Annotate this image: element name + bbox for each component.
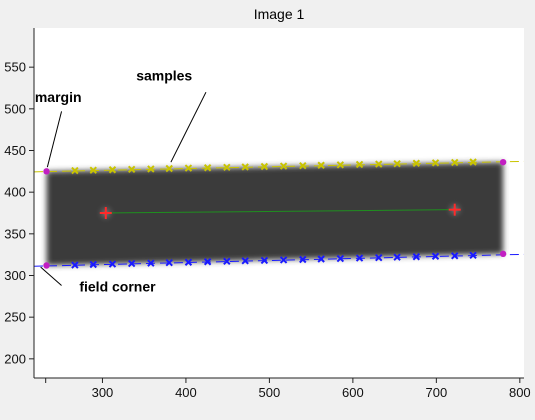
sample-marker-0-21 [469,158,477,166]
sample-marker-0-15 [355,160,364,169]
y-tick-label-300: 300 [4,268,26,283]
corner-marker-2 [499,250,507,258]
sample-marker-0-17 [393,159,401,168]
sample-marker-1-4 [147,259,155,267]
sample-marker-1-7 [203,258,212,266]
chart-title: Image 1 [254,6,305,22]
center-marker-1 [448,203,461,216]
x-tick-label-400: 400 [175,385,197,400]
corner-marker-1 [499,158,507,166]
y-tick-label-450: 450 [4,143,26,158]
sample-marker-0-4 [147,165,155,173]
y-tick-label-500: 500 [4,101,26,116]
sample-marker-0-20 [451,158,459,167]
sample-marker-0-18 [412,159,421,167]
sample-marker-1-11 [279,256,288,264]
sample-marker-1-16 [375,253,383,262]
sample-marker-0-1 [89,166,97,174]
center-marker-0 [99,207,112,219]
sample-marker-0-9 [241,163,249,171]
x-tick-label-700: 700 [425,385,447,400]
sample-marker-1-14 [336,254,345,263]
corner-marker-3 [43,262,50,269]
sample-marker-1-21 [469,251,477,260]
sample-marker-0-5 [165,164,173,173]
y-tick-label-550: 550 [4,60,26,75]
sample-marker-1-19 [431,252,440,260]
sample-marker-0-19 [431,159,440,167]
sample-marker-0-11 [279,162,288,170]
sample-marker-0-0 [71,166,79,175]
y-tick-label-250: 250 [4,310,26,325]
annotation-arrow-2 [40,266,62,286]
sample-marker-1-15 [355,254,364,262]
x-tick-label-600: 600 [342,385,364,400]
sample-marker-1-5 [165,258,173,267]
sample-marker-0-6 [184,164,193,172]
field-image [46,162,504,266]
sample-marker-1-20 [451,252,459,260]
annotation-arrow-1 [170,91,207,163]
y-tick-label-200: 200 [4,351,26,366]
sample-marker-1-10 [260,256,269,265]
edge-line-1 [33,253,525,267]
center-line [105,209,455,214]
sample-marker-0-13 [317,161,325,169]
corner-marker-0 [43,168,50,175]
sample-marker-1-2 [108,260,117,268]
sample-marker-1-6 [184,258,193,266]
sample-marker-1-3 [127,259,136,268]
annotation-arrow-0 [46,111,63,168]
y-tick-label-350: 350 [4,226,26,241]
sample-marker-0-14 [336,161,345,169]
sample-marker-0-10 [260,162,269,171]
sample-marker-1-8 [223,257,231,266]
sample-marker-1-1 [89,260,97,269]
x-tick-label-500: 500 [259,385,281,400]
sample-marker-1-18 [412,253,421,261]
x-tick-label-300: 300 [92,385,114,400]
sample-marker-0-16 [375,160,383,168]
x-tick-label-800: 800 [509,385,531,400]
annotation-label-2: field corner [79,278,156,294]
sample-marker-1-17 [393,253,401,261]
sample-marker-0-12 [299,161,307,170]
sample-marker-0-3 [127,165,136,174]
sample-marker-1-13 [317,255,325,263]
sample-marker-1-12 [299,255,307,264]
sample-marker-1-0 [71,261,79,269]
sample-marker-0-2 [108,166,117,174]
sample-marker-0-8 [223,163,231,172]
sample-marker-0-7 [203,164,212,172]
sample-marker-1-9 [241,257,249,265]
edge-line-0 [33,160,525,173]
y-tick-label-400: 400 [4,185,26,200]
annotation-label-0: margin [35,89,82,105]
annotation-label-1: samples [136,68,192,84]
